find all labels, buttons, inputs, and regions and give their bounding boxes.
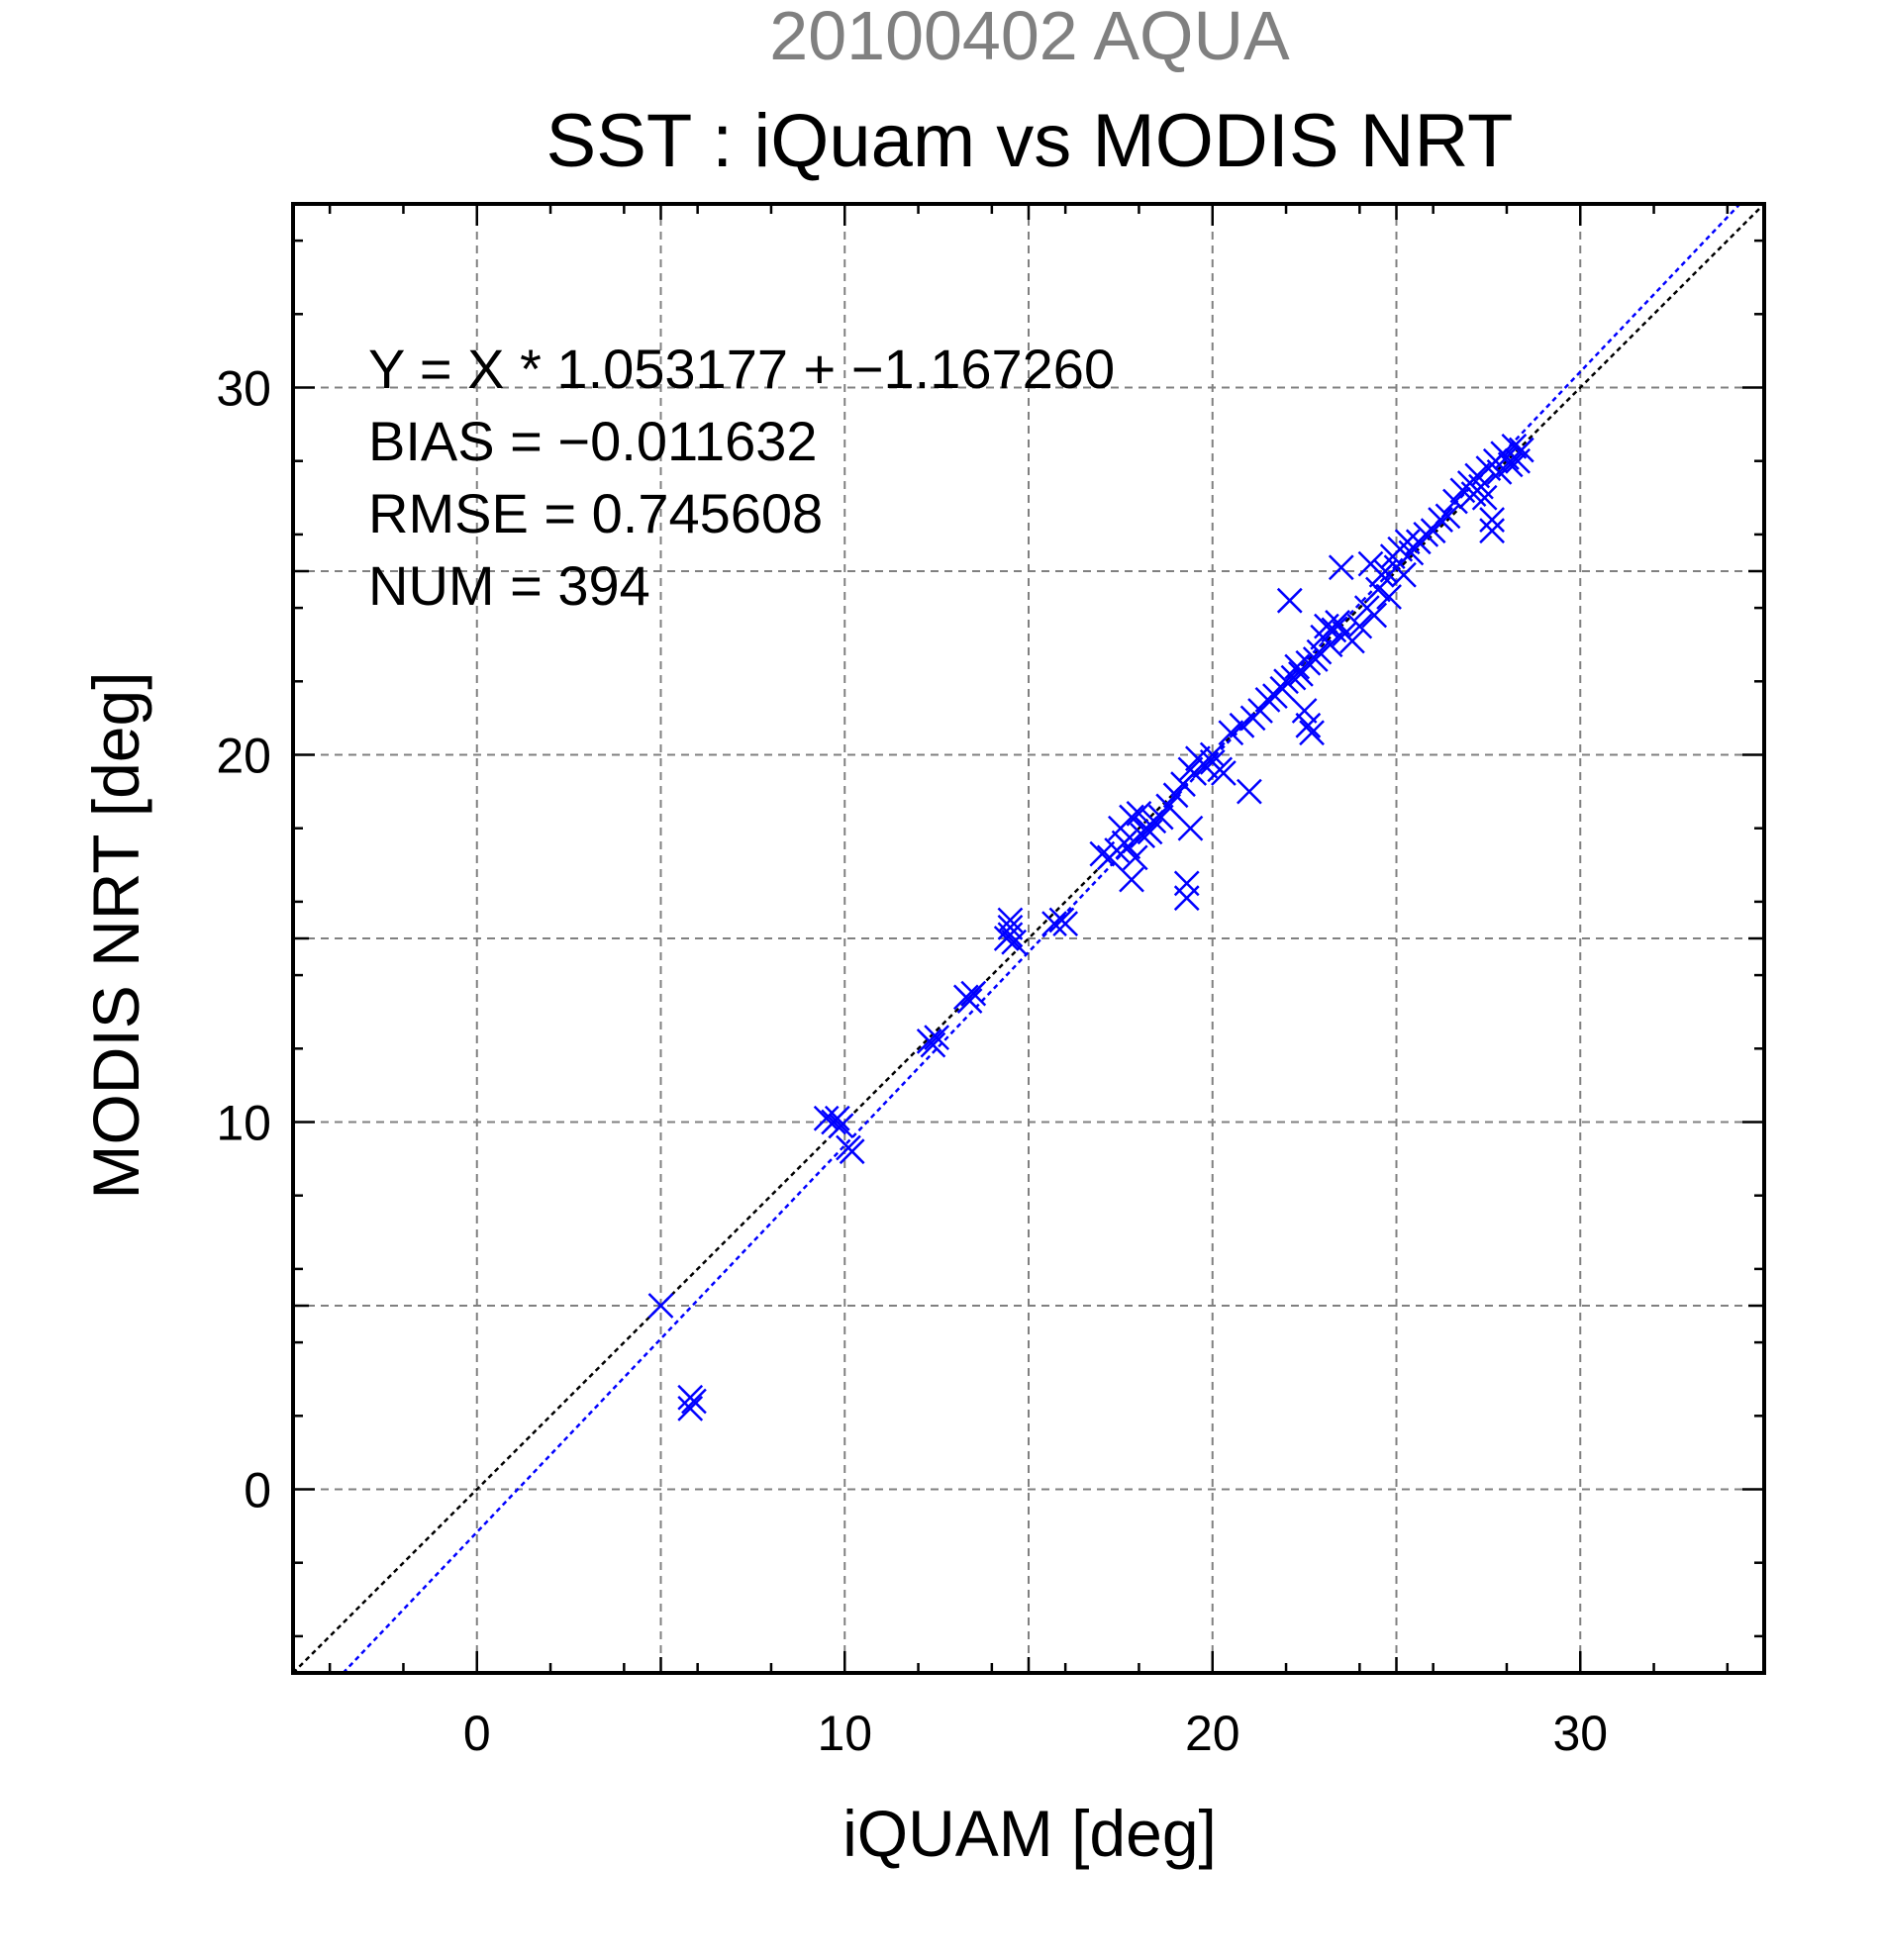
x-axis-title: iQUAM [deg]: [842, 1797, 1217, 1870]
data-point-x-marker: [956, 988, 983, 1014]
data-point-x-marker: [1173, 885, 1200, 912]
data-point-x-marker: [1398, 539, 1425, 566]
data-point-x-marker: [1119, 804, 1144, 831]
data-point-x-marker: [1052, 911, 1079, 937]
data-point-x-marker: [677, 1395, 704, 1421]
data-point-x-marker: [824, 1105, 850, 1131]
data-point-x-marker: [1177, 815, 1204, 841]
data-point-x-marker: [1041, 911, 1067, 937]
chart-title: SST : iQuam vs MODIS NRT: [546, 99, 1514, 183]
grid: [293, 204, 1764, 1673]
data-point-x-marker: [1325, 610, 1350, 636]
stat-line-bias: BIAS = −0.011632: [368, 410, 818, 472]
data-point-x-marker: [1211, 760, 1237, 786]
data-point-x-marker: [828, 1113, 854, 1139]
data-point-x-marker: [1435, 503, 1461, 530]
plot-frame: [291, 202, 1766, 1675]
data-point-x-marker: [1479, 518, 1505, 544]
x-tick-label: 30: [1552, 1706, 1608, 1761]
data-point-x-marker: [1365, 576, 1391, 603]
data-point-x-marker: [839, 1138, 865, 1165]
chart-supertitle: 20100402 AQUA: [769, 0, 1290, 74]
data-point-x-marker: [1192, 752, 1219, 779]
data-point-x-marker: [1291, 698, 1318, 724]
data-point-x-marker: [1306, 638, 1333, 665]
y-tick-label: 0: [244, 1463, 271, 1519]
data-point-x-marker: [681, 1388, 707, 1415]
y-axis-title: MODIS NRT [deg]: [79, 671, 152, 1199]
data-point-x-marker: [1119, 866, 1144, 893]
data-point-x-marker: [813, 1105, 840, 1131]
data-point-x-marker: [1218, 720, 1244, 746]
data-point-x-marker: [1173, 870, 1200, 897]
data-point-x-marker: [1089, 840, 1116, 867]
y-tick-label: 10: [216, 1096, 271, 1151]
data-point-x-marker: [1508, 437, 1534, 463]
data-point-x-marker: [1376, 584, 1402, 610]
y-tick-label: 20: [216, 729, 271, 784]
data-point-x-marker: [1428, 507, 1453, 533]
data-point-x-marker: [1126, 800, 1152, 827]
data-point-x-marker: [1339, 628, 1365, 654]
data-point-x-marker: [1162, 782, 1189, 809]
data-point-x-marker: [1237, 778, 1262, 805]
data-point-x-marker: [1295, 712, 1322, 738]
data-points: [647, 433, 1534, 1421]
data-point-x-marker: [1229, 712, 1255, 738]
x-tick-label: 10: [817, 1706, 872, 1761]
data-point-x-marker: [960, 980, 987, 1007]
y-tick-label: 30: [216, 361, 271, 417]
data-point-x-marker: [997, 907, 1024, 933]
statistics-annotation: Y = X * 1.053177 + −1.167260 BIAS = −0.0…: [368, 338, 1115, 617]
data-point-x-marker: [1001, 929, 1028, 955]
data-point-x-marker: [924, 1025, 950, 1051]
tick-labels: 0 10 20 30 0 10 20 30: [216, 361, 1608, 1762]
data-point-x-marker: [1346, 613, 1373, 639]
data-point-x-marker: [1442, 488, 1468, 515]
data-point-x-marker: [1147, 804, 1174, 831]
data-point-x-marker: [1361, 602, 1388, 629]
data-point-x-marker: [1122, 844, 1148, 871]
data-point-x-marker: [1273, 668, 1299, 695]
stat-line-regression: Y = X * 1.053177 + −1.167260: [368, 338, 1115, 400]
data-point-x-marker: [920, 1031, 946, 1058]
data-point-x-marker: [1199, 741, 1226, 768]
data-point-x-marker: [1299, 720, 1325, 746]
stat-line-num: NUM = 394: [368, 554, 650, 617]
data-point-x-marker: [1391, 561, 1417, 588]
stat-line-rmse: RMSE = 0.745608: [368, 482, 823, 544]
data-point-x-marker: [1479, 507, 1505, 533]
x-tick-label: 20: [1185, 1706, 1240, 1761]
data-point-x-marker: [1501, 433, 1528, 459]
data-point-x-marker: [1328, 554, 1354, 581]
data-point-x-marker: [1276, 587, 1303, 614]
x-tick-label: 0: [463, 1706, 491, 1761]
data-point-x-marker: [647, 1293, 674, 1319]
data-point-x-marker: [1471, 484, 1498, 511]
data-point-x-marker: [1155, 793, 1182, 820]
data-point-x-marker: [1317, 632, 1343, 658]
